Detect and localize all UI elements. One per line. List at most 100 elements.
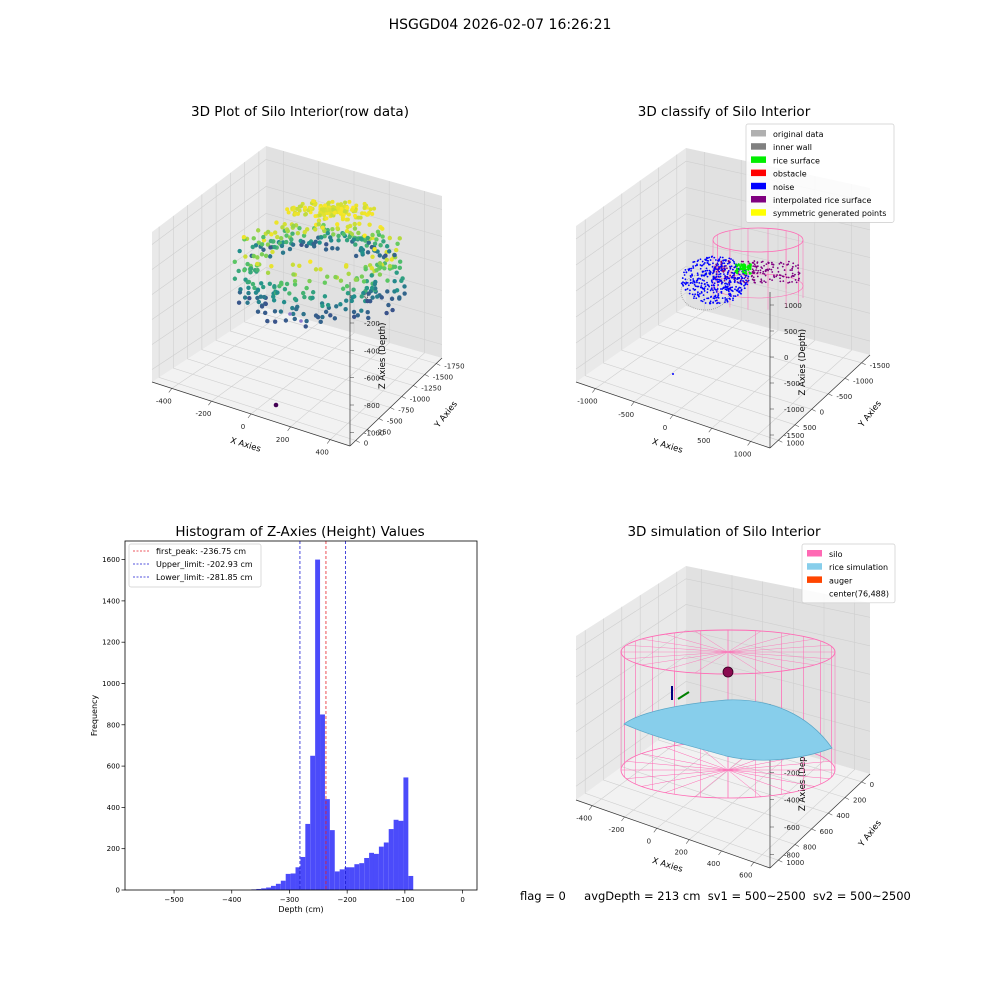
cls-noise-point bbox=[681, 277, 684, 279]
cls-noise-point bbox=[710, 284, 713, 287]
cls-noise-point bbox=[713, 282, 716, 285]
cls-y-gridline bbox=[603, 206, 796, 426]
raw-point bbox=[245, 261, 250, 267]
sim-legend-swatch bbox=[807, 550, 822, 557]
hist-bar bbox=[339, 869, 345, 890]
cls-noise-point bbox=[711, 281, 714, 284]
hist-bar bbox=[280, 880, 286, 890]
raw-point bbox=[325, 230, 330, 236]
raw-point bbox=[328, 313, 333, 318]
raw-point bbox=[311, 199, 316, 204]
raw-point bbox=[255, 309, 261, 314]
cls-noise-point bbox=[693, 260, 696, 263]
raw-point bbox=[349, 298, 354, 304]
raw-point bbox=[365, 235, 370, 241]
cls-interp-point bbox=[785, 276, 788, 279]
cls-noise-point bbox=[711, 255, 713, 258]
cls-interp-point bbox=[759, 271, 762, 274]
cls-noise-point bbox=[721, 281, 724, 284]
sim-y-tick-label: 600 bbox=[820, 828, 833, 836]
raw-y-tick bbox=[436, 363, 441, 366]
cls-interp-point bbox=[776, 274, 778, 276]
cls-interp-point bbox=[787, 281, 789, 284]
sim-y-tick bbox=[861, 781, 866, 785]
cls-interp-point bbox=[753, 271, 756, 274]
raw-point bbox=[336, 233, 341, 239]
cls-surface-point bbox=[748, 263, 751, 266]
cls-interp-point bbox=[715, 271, 718, 273]
raw-point bbox=[370, 254, 375, 259]
raw-point bbox=[367, 210, 372, 215]
raw-point bbox=[361, 279, 367, 284]
raw-point bbox=[263, 301, 269, 307]
cls-noise-point bbox=[717, 293, 720, 295]
raw-point bbox=[248, 266, 254, 271]
cls-noise-point bbox=[704, 269, 707, 272]
cls-noise-point bbox=[686, 281, 689, 284]
cls-noise-point bbox=[688, 267, 691, 270]
hist-y-tick-label: 1200 bbox=[102, 639, 120, 647]
cls-noise-point bbox=[687, 284, 690, 287]
raw-point bbox=[325, 302, 331, 308]
cls-noise-point bbox=[724, 268, 726, 271]
cls-noise-point bbox=[680, 282, 683, 285]
cls-noise-point bbox=[729, 281, 732, 284]
sim-z-tick-label: -800 bbox=[784, 851, 800, 859]
sim-x-tick bbox=[653, 828, 658, 833]
raw-point bbox=[381, 239, 386, 244]
cls-noise-point bbox=[693, 295, 696, 298]
cls-interp-point bbox=[770, 268, 773, 271]
raw-z-tick-label: 0 bbox=[364, 293, 368, 301]
cls-surface-point bbox=[747, 264, 750, 267]
cls-z-gridline bbox=[575, 292, 871, 370]
cls-noise-point bbox=[683, 274, 686, 276]
cls-interp-point bbox=[764, 274, 767, 277]
raw-point bbox=[330, 199, 335, 204]
cls-interp-point bbox=[788, 281, 791, 284]
raw-point bbox=[320, 303, 325, 309]
raw-x-tick bbox=[287, 426, 291, 431]
raw-point bbox=[377, 272, 383, 277]
raw-point bbox=[270, 249, 275, 255]
cls-interp-point bbox=[727, 260, 730, 262]
cls-noise-point bbox=[696, 260, 699, 263]
raw-point bbox=[325, 274, 330, 279]
cls-interp-point bbox=[751, 261, 754, 264]
cls-noise-point bbox=[732, 297, 734, 300]
cls-interp-point bbox=[756, 271, 759, 274]
cls-noise-point bbox=[712, 284, 715, 286]
raw-point bbox=[271, 294, 276, 299]
raw-point bbox=[380, 234, 385, 239]
cls-noise-point bbox=[696, 281, 698, 284]
raw-point bbox=[317, 240, 322, 245]
cls-noise-point bbox=[704, 285, 707, 288]
raw-point bbox=[290, 262, 296, 267]
cls-legend-swatch bbox=[751, 209, 766, 216]
raw-point bbox=[379, 295, 384, 300]
raw-point bbox=[275, 290, 280, 295]
cls-noise-point bbox=[727, 277, 730, 280]
raw-point bbox=[325, 201, 330, 206]
cls-noise-point bbox=[699, 286, 702, 289]
cls-noise-point bbox=[695, 297, 698, 300]
raw-point bbox=[351, 314, 357, 320]
cls-noise-point bbox=[713, 269, 716, 271]
raw-point bbox=[268, 245, 273, 250]
cls-interp-point bbox=[780, 261, 783, 264]
raw-point bbox=[282, 287, 288, 292]
cls-interp-point bbox=[797, 267, 799, 270]
hist-y-tick-label: 1000 bbox=[102, 680, 120, 688]
raw-point bbox=[330, 213, 335, 218]
cls-interp-point bbox=[759, 269, 762, 272]
cls-noise-point bbox=[717, 284, 720, 286]
raw-point bbox=[291, 272, 296, 277]
raw-point bbox=[322, 213, 327, 218]
hist-y-tick-label: 600 bbox=[107, 763, 120, 771]
cls-noise-point bbox=[721, 297, 724, 300]
raw-point bbox=[274, 220, 279, 225]
raw-x-tick bbox=[168, 388, 173, 393]
raw-z-gridline bbox=[151, 213, 443, 295]
raw-point bbox=[352, 294, 357, 299]
sim-silo-top-spoke bbox=[641, 638, 729, 653]
cls-noise-point bbox=[699, 267, 702, 270]
